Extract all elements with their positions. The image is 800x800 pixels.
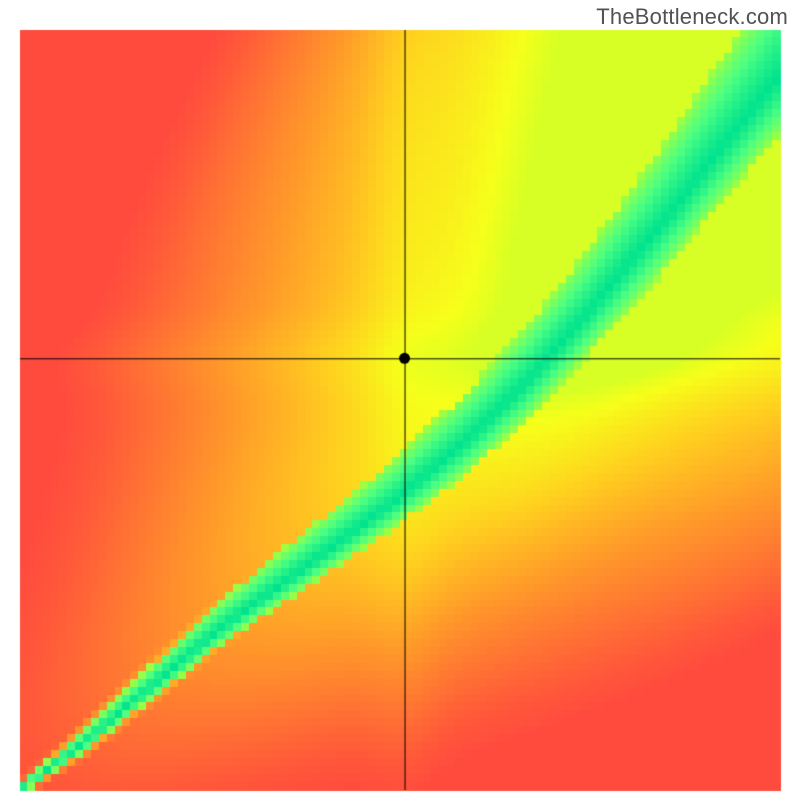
watermark-text: TheBottleneck.com <box>596 4 788 30</box>
bottleneck-heatmap <box>0 0 800 800</box>
chart-container: TheBottleneck.com <box>0 0 800 800</box>
